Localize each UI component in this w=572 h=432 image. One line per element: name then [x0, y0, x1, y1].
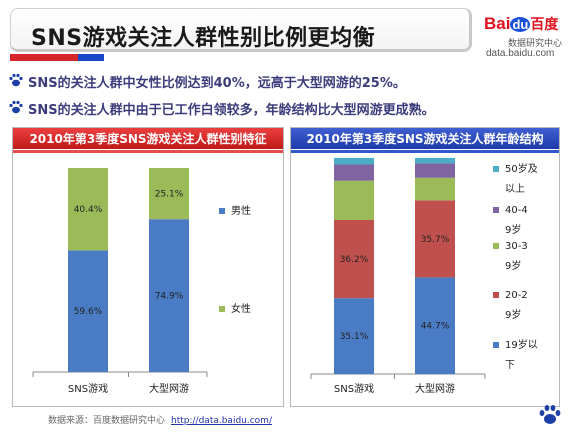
category-tick-label: 大型网游 — [149, 382, 189, 395]
bar-segment — [149, 168, 189, 220]
bar-segment — [415, 158, 455, 164]
baidu-logo: Bai du 百度 数据研究中心 data.baidu.com — [478, 12, 570, 62]
legend-label-cont: 下 — [505, 360, 515, 371]
data-label: 40.4% — [74, 205, 103, 215]
legend-label-cont: 以上 — [505, 183, 525, 195]
category-tick-label: SNS游戏 — [334, 382, 374, 395]
legend-label-cont: 9岁 — [505, 223, 521, 236]
logo-url: data.baidu.com — [486, 48, 555, 59]
logo-subtitle: 数据研究中心 — [508, 39, 563, 49]
bullet-gender: SNS的关注人群中女性比例达到40%，远高于大型网游的25%。 — [9, 72, 406, 91]
age-chart-title: 2010年第3季度SNS游戏关注人群年龄结构 — [291, 128, 559, 153]
bar-segment — [334, 298, 374, 374]
title-accent-blue — [78, 54, 104, 61]
category-tick-label: 大型网游 — [415, 382, 455, 395]
legend-swatch — [493, 292, 499, 298]
title-box: SNS游戏关注人群性别比例更均衡 — [10, 8, 472, 52]
gender-chart-panel: 2010年第3季度SNS游戏关注人群性别特征 59.6% 40.4% SNS游戏 74… — [12, 127, 284, 407]
legend-label-cont: 9岁 — [505, 259, 521, 272]
bar-segment — [334, 180, 374, 220]
footer-source: 数据来源：百度数据研究中心 http://data.baidu.com/ — [48, 416, 272, 426]
page-title: SNS游戏关注人群性别比例更均衡 — [31, 26, 376, 51]
paw-icon — [9, 100, 23, 114]
bar-segment — [334, 164, 374, 181]
bar-segment — [415, 177, 455, 201]
legend-label: 男性 — [231, 204, 251, 217]
data-label: 35.1% — [340, 332, 369, 342]
data-label: 44.7% — [421, 322, 450, 332]
data-label: 59.6% — [74, 307, 103, 317]
gender-chart-title: 2010年第3季度SNS游戏关注人群性别特征 — [13, 128, 283, 153]
bar-segment — [68, 250, 108, 372]
age-chart-panel: 2010年第3季度SNS游戏关注人群年龄结构 35.1% 36.2% SNS游戏 44… — [290, 127, 560, 407]
paw-icon — [9, 73, 23, 87]
logo-wordmark: Bai du 百度 — [484, 14, 559, 33]
data-label: 36.2% — [340, 255, 369, 265]
legend-swatch — [493, 166, 499, 172]
legend-swatch — [219, 208, 225, 214]
baidu-paw-icon — [539, 405, 561, 424]
legend-label: 20-2 — [505, 290, 528, 301]
bar-segment — [415, 200, 455, 278]
legend-label: 50岁及 — [505, 162, 538, 175]
bullet-age: SNS的关注人群中由于已工作白领较多，年龄结构比大型网游更成熟。 — [9, 99, 435, 118]
legend-swatch — [493, 342, 499, 348]
legend-swatch — [493, 243, 499, 249]
source-link[interactable]: http://data.baidu.com/ — [171, 416, 272, 426]
data-label: 25.1% — [155, 190, 184, 200]
bar-segment — [415, 163, 455, 178]
bar-segment — [334, 219, 374, 299]
legend-label-cont: 9岁 — [505, 308, 521, 321]
data-label: 35.7% — [421, 235, 450, 245]
bar-segment — [415, 277, 455, 374]
legend-label: 19岁以 — [505, 338, 538, 351]
bar-segment — [149, 219, 189, 372]
legend-label: 40-4 — [505, 205, 528, 216]
legend-label: 女性 — [231, 302, 251, 315]
legend-swatch — [219, 306, 225, 312]
bar-segment — [68, 168, 108, 251]
legend-swatch — [493, 207, 499, 213]
data-label: 74.9% — [155, 292, 184, 302]
category-tick-label: SNS游戏 — [68, 382, 108, 395]
title-accent-red — [10, 54, 78, 61]
legend-label: 30-3 — [505, 241, 528, 252]
bar-segment — [334, 158, 374, 165]
